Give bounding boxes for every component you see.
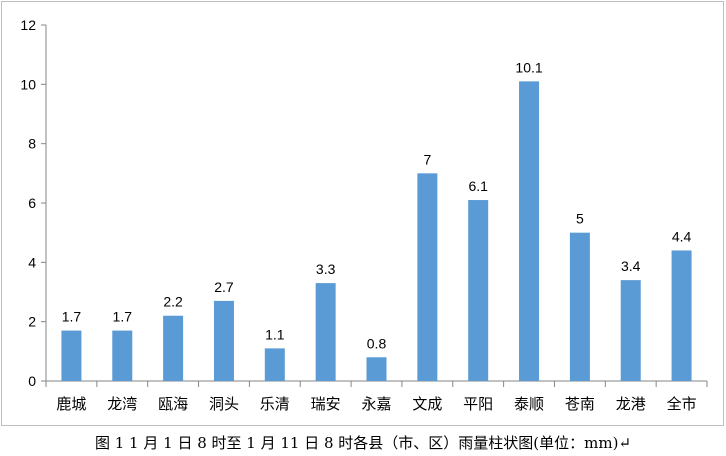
y-tick-label: 12 [20, 17, 36, 33]
y-tick-label: 6 [28, 195, 36, 211]
data-label: 3.3 [316, 261, 336, 277]
x-category-label: 苍南 [565, 396, 595, 413]
x-category-label: 鹿城 [56, 396, 86, 413]
x-category-label: 平阳 [463, 396, 493, 413]
bar [112, 330, 133, 381]
bar [620, 280, 641, 381]
x-category-label: 龙港 [616, 396, 646, 413]
bar [569, 232, 590, 381]
data-label: 1.7 [113, 309, 133, 325]
bar [163, 315, 184, 381]
x-category-label: 乐清 [260, 396, 290, 413]
data-label: 4.4 [672, 228, 692, 244]
data-label: 10.1 [515, 59, 542, 75]
x-category-label: 洞头 [209, 396, 239, 413]
x-category-label: 全市 [667, 395, 697, 413]
bar [671, 250, 692, 381]
data-label: 1.7 [62, 309, 82, 325]
bar [315, 283, 336, 381]
x-category-label: 龙湾 [107, 396, 137, 413]
rainfall-bar-chart: 0 2 4 6 8 10 12 1.7 鹿城 1.7 龙湾 2.2 瓯海 2.7 洞头 1.1 乐清 3.3 瑞安 0… [20, 17, 708, 413]
bar [213, 300, 234, 381]
bar [61, 330, 82, 381]
data-label: 5 [576, 211, 584, 227]
data-label: 1.1 [265, 326, 285, 342]
data-label: 6.1 [468, 178, 488, 194]
bar [264, 348, 285, 381]
y-tick-label: 2 [28, 314, 36, 330]
bar [417, 173, 438, 381]
x-category-label: 永嘉 [361, 396, 391, 413]
chart-frame: 0 2 4 6 8 10 12 1.7 鹿城 1.7 龙湾 2.2 瓯海 2.7 洞头 1.1 乐清 3.3 瑞安 0… [1, 1, 724, 426]
y-tick-label: 8 [28, 136, 36, 152]
y-tick-label: 0 [28, 373, 36, 389]
bar [468, 200, 489, 381]
data-label: 2.7 [214, 279, 234, 295]
data-label: 0.8 [367, 335, 387, 351]
data-label: 3.4 [621, 258, 641, 274]
bar [366, 357, 387, 381]
x-category-label: 瓯海 [158, 396, 188, 413]
y-tick-label: 10 [20, 76, 36, 92]
x-category-label: 泰顺 [514, 396, 544, 413]
bar [519, 81, 540, 381]
x-category-label: 文成 [412, 396, 442, 413]
x-category-label: 瑞安 [311, 396, 341, 413]
y-tick-label: 4 [28, 254, 36, 270]
data-label: 7 [423, 151, 431, 167]
data-label: 2.2 [163, 294, 183, 310]
figure-caption: 图 1 1 月 1 日 8 时至 1 月 11 日 8 时各县（市、区）雨量柱状… [94, 434, 632, 452]
